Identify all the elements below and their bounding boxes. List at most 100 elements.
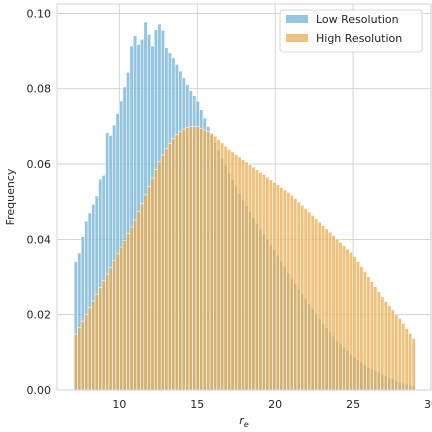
x-tick-labels: 10 15 20 25 30 bbox=[112, 398, 432, 411]
histogram-bar bbox=[335, 238, 340, 391]
histogram-bar bbox=[383, 301, 388, 391]
histogram-bar bbox=[394, 313, 399, 391]
histogram-bar bbox=[188, 126, 193, 391]
histogram-bar bbox=[324, 228, 329, 391]
histogram-bar bbox=[397, 318, 402, 391]
histogram-bar bbox=[279, 187, 284, 391]
histogram-bar bbox=[376, 291, 381, 391]
histogram-bar bbox=[247, 164, 253, 391]
histogram-bar bbox=[251, 166, 256, 391]
histogram-bar bbox=[220, 142, 225, 391]
histogram-bar bbox=[98, 287, 103, 391]
legend-swatch-low-resolution bbox=[286, 15, 308, 23]
histogram-bar bbox=[275, 184, 280, 391]
histogram-bar bbox=[366, 276, 371, 391]
histogram-bar bbox=[230, 151, 235, 391]
histogram-bar bbox=[341, 245, 347, 391]
y-tick-label: 0.06 bbox=[27, 158, 52, 171]
histogram-bar bbox=[317, 221, 322, 391]
histogram-bar bbox=[185, 127, 190, 391]
histogram-bar bbox=[94, 293, 99, 391]
histogram-bar bbox=[216, 139, 221, 391]
histogram-bar bbox=[73, 333, 78, 391]
histogram-bar bbox=[401, 323, 406, 391]
histogram-bar bbox=[140, 203, 145, 391]
histogram-bar bbox=[404, 328, 409, 391]
histogram-bar bbox=[362, 271, 367, 391]
histogram-bar bbox=[143, 194, 148, 391]
histogram-bar bbox=[272, 182, 277, 391]
histogram-bar bbox=[105, 273, 110, 391]
histogram-bar bbox=[192, 126, 197, 391]
histogram-bar bbox=[112, 260, 117, 391]
y-tick-label: 0.00 bbox=[27, 384, 52, 397]
x-tick-label: 20 bbox=[268, 398, 282, 411]
x-tick-label: 10 bbox=[112, 398, 126, 411]
histogram-bar bbox=[133, 219, 138, 391]
histogram-bar bbox=[289, 194, 294, 391]
histogram-bar bbox=[380, 296, 385, 391]
histogram-bar bbox=[234, 154, 239, 391]
histogram-bar bbox=[178, 131, 183, 391]
histogram-bar bbox=[296, 201, 301, 391]
histogram-bar bbox=[282, 189, 287, 391]
histogram-bar bbox=[195, 126, 200, 391]
histogram-bar bbox=[129, 226, 134, 391]
legend-box bbox=[279, 9, 423, 53]
histogram-bar bbox=[227, 149, 232, 391]
legend: Low Resolution High Resolution bbox=[279, 9, 423, 53]
histogram-bar bbox=[150, 177, 155, 391]
histogram-bar bbox=[167, 143, 172, 391]
histogram-bar bbox=[258, 171, 263, 391]
y-tick-label: 0.04 bbox=[27, 233, 52, 246]
histogram-bar bbox=[119, 246, 124, 391]
y-tick-label: 0.10 bbox=[27, 7, 52, 20]
histogram-bar bbox=[355, 261, 360, 391]
histogram-bar bbox=[91, 300, 96, 391]
histogram-bar bbox=[122, 240, 127, 391]
histogram-bar bbox=[338, 242, 343, 391]
histogram-bar bbox=[348, 252, 354, 391]
histogram-bar bbox=[213, 135, 218, 391]
histogram-bar bbox=[314, 218, 319, 391]
histogram-bar bbox=[171, 138, 176, 391]
histogram-bar bbox=[328, 231, 333, 391]
legend-label-high-resolution: High Resolution bbox=[316, 32, 402, 45]
histogram-bar bbox=[164, 148, 169, 391]
histogram-bar bbox=[174, 134, 179, 391]
histogram-bar bbox=[77, 327, 82, 391]
histogram-bar bbox=[321, 225, 326, 391]
histogram-bar bbox=[199, 128, 204, 391]
histogram-bar bbox=[390, 309, 395, 391]
histogram-bar bbox=[160, 154, 165, 391]
histogram-bar bbox=[387, 305, 392, 391]
histogram-bar bbox=[136, 211, 141, 391]
x-tick-label: 15 bbox=[190, 398, 204, 411]
histogram-bar bbox=[157, 161, 162, 391]
histogram-bar bbox=[265, 176, 270, 391]
histogram-bar bbox=[411, 338, 416, 391]
histogram-bars bbox=[73, 21, 416, 391]
histogram-bar bbox=[331, 235, 336, 391]
histogram-bar bbox=[84, 314, 89, 391]
histogram-bar bbox=[87, 307, 92, 391]
histogram-bar bbox=[101, 280, 106, 391]
histogram-bar bbox=[108, 267, 113, 391]
histogram-bar bbox=[307, 211, 312, 391]
histogram-bar bbox=[286, 192, 291, 391]
y-tick-labels: 0.00 0.02 0.04 0.06 0.08 0.10 bbox=[27, 7, 52, 397]
x-tick-label: 25 bbox=[346, 398, 360, 411]
histogram-bar bbox=[237, 156, 242, 391]
histogram-bar bbox=[153, 169, 159, 391]
y-tick-label: 0.08 bbox=[27, 83, 52, 96]
histogram-bar bbox=[206, 131, 211, 391]
histogram-bar bbox=[244, 161, 249, 391]
histogram-bar bbox=[373, 286, 378, 391]
histogram-bar bbox=[80, 320, 85, 391]
histogram-bar bbox=[240, 159, 246, 391]
histogram-bar bbox=[126, 233, 131, 391]
histogram-bar bbox=[223, 145, 228, 391]
histogram-bar bbox=[300, 204, 305, 391]
histogram-bar bbox=[310, 215, 315, 391]
